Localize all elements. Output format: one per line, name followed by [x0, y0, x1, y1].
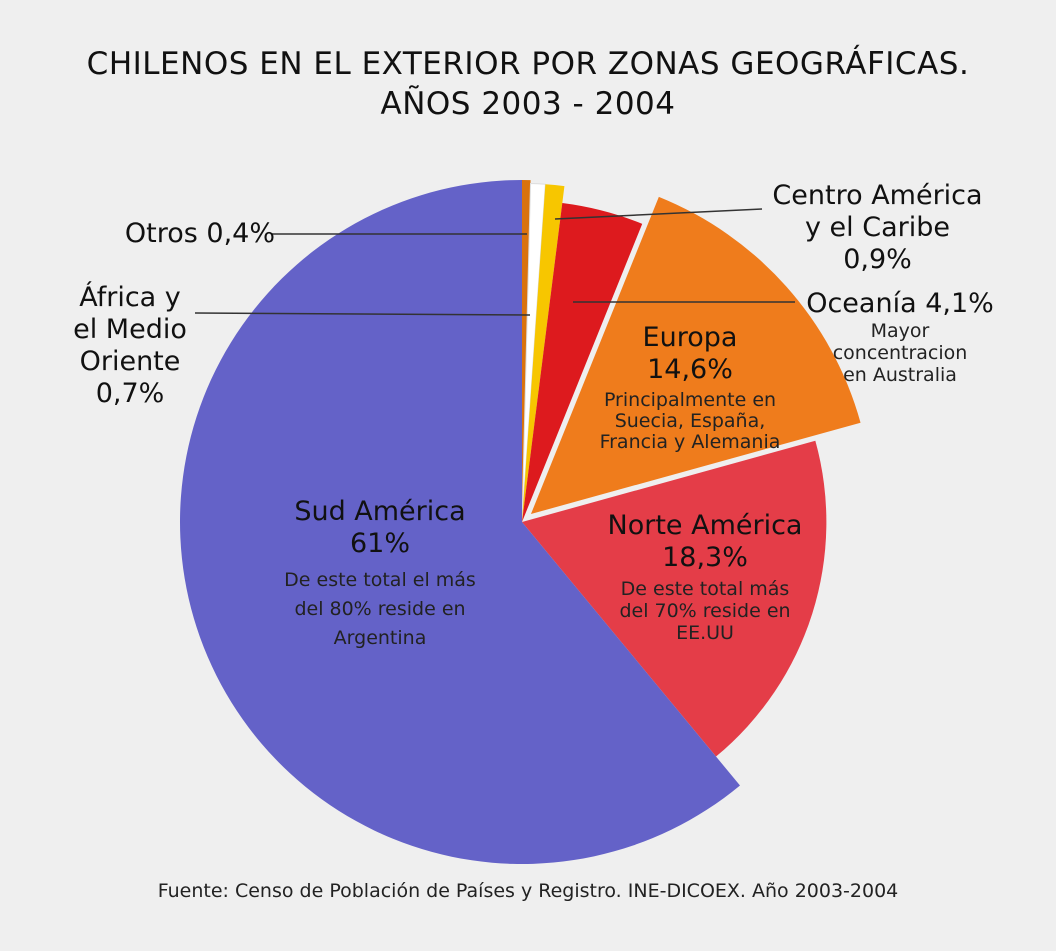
- label-oceania: Oceanía 4,1% Mayor concentracion en Aust…: [790, 288, 1010, 386]
- leader-centro: [554, 208, 763, 220]
- label-centro-value: 0,9%: [843, 244, 912, 275]
- label-norte-america: Norte América 18,3% De este total más de…: [585, 510, 825, 644]
- europa-note-line1: Principalmente en: [603, 389, 777, 411]
- label-africa-line3: Oriente: [79, 346, 181, 377]
- label-oceania-title: Oceanía 4,1%: [806, 288, 994, 319]
- sud-note-line2: del 80% reside en: [294, 598, 466, 620]
- label-norte-note: De este total más del 70% reside en EE.U…: [585, 578, 825, 644]
- label-sud-title: Sud América: [294, 496, 466, 527]
- norte-note-line2: del 70% reside en: [619, 600, 791, 622]
- label-europa-value: 14,6%: [647, 354, 733, 385]
- label-europa-title: Europa: [642, 322, 738, 353]
- label-centro-line1: Centro América: [772, 180, 983, 211]
- norte-note-line1: De este total más: [620, 578, 790, 600]
- label-africa-line2: el Medio: [73, 314, 187, 345]
- pie-slice-centro: [522, 184, 565, 522]
- pie-slice-norte: [522, 440, 827, 757]
- sud-note-line3: Argentina: [333, 627, 427, 649]
- label-africa-line1: África y: [79, 282, 181, 313]
- leader-africa: [194, 312, 531, 316]
- oceania-note-line2: concentracion: [832, 342, 968, 364]
- label-oceania-note: Mayor concentracion en Australia: [790, 320, 1010, 386]
- chart-title-line2: AÑOS 2003 - 2004: [380, 86, 676, 122]
- oceania-note-line1: Mayor: [870, 320, 930, 342]
- label-sud-value: 61%: [349, 528, 410, 559]
- source-note: Fuente: Censo de Población de Países y R…: [157, 880, 899, 902]
- label-africa-value: 0,7%: [95, 378, 165, 409]
- pie-slice-sud: [180, 180, 740, 864]
- label-centro-line2: y el Caribe: [804, 212, 950, 243]
- pie-slice-africa: [521, 183, 546, 523]
- label-centro-america: Centro América y el Caribe 0,9%: [755, 180, 1000, 276]
- europa-note-line3: Francia y Alemania: [599, 431, 781, 453]
- label-otros: Otros 0,4%: [124, 218, 275, 249]
- chart-title: CHILENOS EN EL EXTERIOR POR ZONAS GEOGRÁ…: [0, 44, 1056, 124]
- pie-slice-oceania: [522, 203, 643, 522]
- pie-slice-europa: [530, 196, 861, 515]
- chart-title-line1: CHILENOS EN EL EXTERIOR POR ZONAS GEOGRÁ…: [86, 46, 970, 82]
- label-sud-note: De este total el más del 80% reside en A…: [255, 566, 505, 653]
- oceania-note-line3: en Australia: [843, 364, 957, 386]
- label-europa: Europa 14,6% Principalmente en Suecia, E…: [570, 322, 810, 453]
- label-sud-america: Sud América 61% De este total el más del…: [255, 496, 505, 653]
- europa-note-line2: Suecia, España,: [614, 410, 766, 432]
- label-europa-note: Principalmente en Suecia, España, Franci…: [570, 390, 810, 453]
- sud-note-line1: De este total el más: [284, 569, 476, 591]
- label-africa: África y el Medio Oriente 0,7%: [55, 282, 205, 410]
- norte-note-line3: EE.UU: [676, 622, 734, 644]
- label-norte-value: 18,3%: [662, 542, 748, 573]
- label-norte-title: Norte América: [607, 510, 803, 541]
